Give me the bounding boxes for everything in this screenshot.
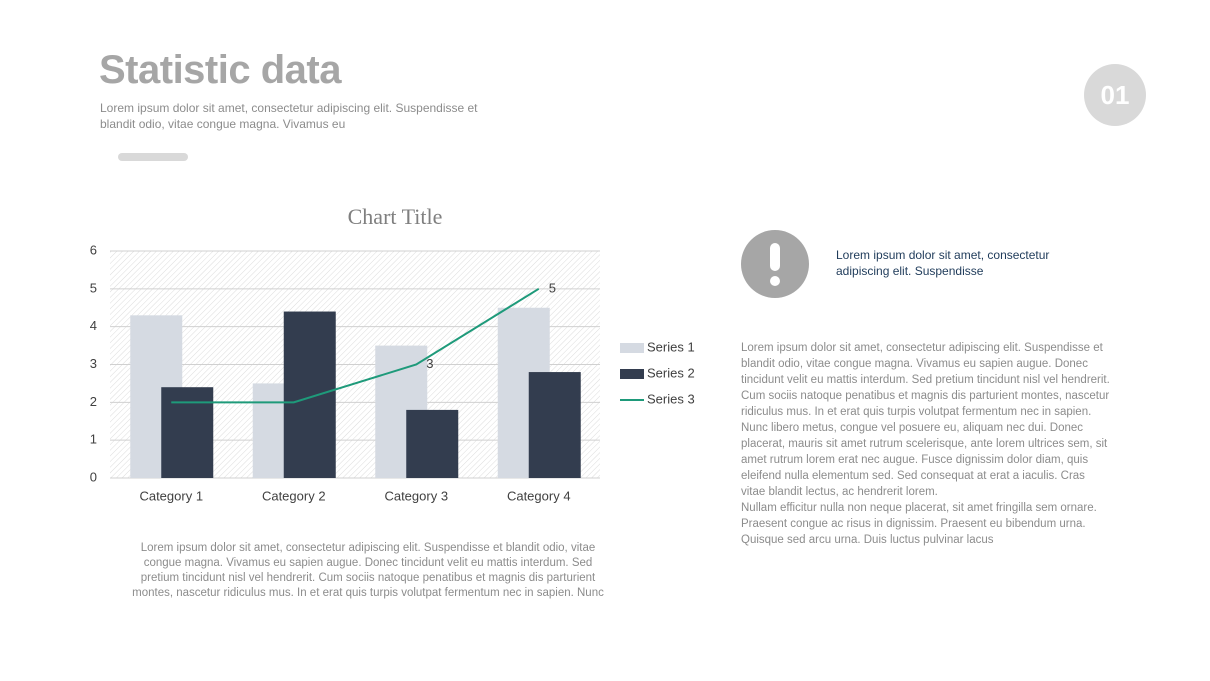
bar	[406, 409, 459, 478]
y-tick-label: 2	[90, 394, 97, 409]
x-tick-label: Category 3	[384, 488, 448, 503]
slide-title: Statistic data	[99, 48, 341, 92]
y-tick-label: 1	[90, 432, 97, 447]
y-tick-label: 4	[90, 318, 97, 333]
data-label: 3	[426, 356, 433, 371]
legend-label: Series 1	[647, 339, 695, 354]
bar	[528, 372, 581, 478]
note-text: Lorem ipsum dolor sit amet, consectetur …	[836, 248, 1050, 278]
data-label: 5	[549, 280, 556, 295]
chart-title: Chart Title	[348, 204, 443, 229]
y-tick-label: 6	[90, 242, 97, 257]
y-tick-label: 3	[90, 356, 97, 371]
legend-label: Series 2	[647, 365, 695, 380]
line	[171, 287, 540, 404]
paragraph: Nullam efficitur nulla non neque placera…	[741, 502, 1097, 546]
x-tick-label: Category 4	[507, 488, 571, 503]
chart: Chart Title 0 1 2 3 4 5 6 Category 1 Category 2 C…	[90, 204, 695, 503]
slide-subtitle: Lorem ipsum dolor sit amet, consectetur …	[100, 101, 478, 131]
y-tick-label: 0	[90, 469, 97, 484]
bar	[283, 311, 336, 478]
decor-bar	[118, 153, 188, 161]
legend-swatch	[620, 343, 644, 353]
bar	[161, 387, 214, 478]
x-tick-label: Category 2	[262, 488, 326, 503]
x-tick-label: Category 1	[139, 488, 203, 503]
chart-caption: Lorem ipsum dolor sit amet, consectetur …	[132, 542, 604, 599]
y-tick-label: 5	[90, 280, 97, 295]
legend-swatch	[620, 369, 644, 379]
body-text: Lorem ipsum dolor sit amet, consectetur …	[741, 340, 1111, 548]
slide-number: 01	[1084, 64, 1146, 126]
paragraph: Lorem ipsum dolor sit amet, consectetur …	[741, 342, 1110, 498]
legend-label: Series 3	[647, 391, 695, 406]
info-icon	[741, 230, 809, 298]
